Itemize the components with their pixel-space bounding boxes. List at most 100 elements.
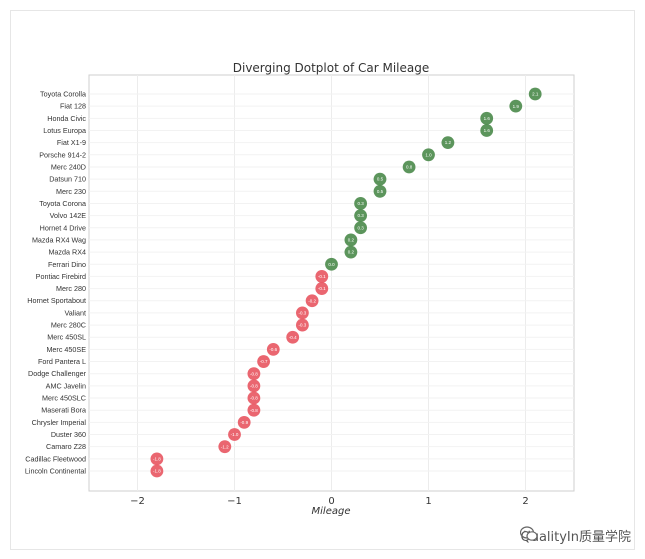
data-point [480, 111, 494, 125]
data-point [480, 124, 494, 137]
data-point [344, 233, 358, 247]
data-point [354, 209, 367, 223]
data-label: 0.8 [406, 165, 413, 170]
data-point [344, 245, 358, 259]
watermark: QualityIn质量学院 [520, 526, 631, 545]
data-point [150, 452, 164, 466]
data-point [237, 415, 251, 429]
y-tick-label: Pontiac Firebird [36, 272, 86, 281]
y-tick-label: Dodge Challenger [28, 369, 87, 378]
y-tick-label: Mazda RX4 [48, 248, 86, 257]
data-label: -0.6 [269, 347, 277, 352]
y-tick-label: Honda Civic [47, 114, 86, 123]
y-tick-label: Merc 280 [56, 284, 86, 293]
data-label: -0.8 [250, 383, 258, 388]
data-point [422, 148, 435, 162]
y-tick-label: Merc 450SE [46, 345, 86, 354]
wechat-icon [520, 526, 539, 541]
data-label: -0.1 [318, 274, 326, 279]
data-point [218, 440, 232, 454]
y-tick-label: Chrysler Imperial [32, 418, 87, 427]
data-label: -1.8 [153, 456, 161, 461]
data-label: 0.5 [377, 189, 384, 194]
data-label: -1.2 [221, 444, 229, 449]
data-label: 1.9 [513, 104, 520, 109]
y-tick-label: Lotus Europa [43, 126, 86, 135]
x-tick-label: 2 [522, 496, 528, 507]
x-tick-label: 1 [425, 496, 431, 507]
data-label: 2.1 [532, 92, 539, 97]
y-tick-label: Fiat X1-9 [57, 138, 86, 147]
data-label: -0.9 [240, 420, 248, 425]
data-point [373, 184, 387, 198]
grid [89, 75, 574, 491]
data-label: 0.0 [328, 262, 335, 267]
y-tick-label: Merc 450SL [47, 333, 86, 342]
y-tick-label: Maserati Bora [41, 406, 86, 415]
y-tick-label: Merc 280C [51, 321, 86, 330]
data-point [354, 197, 367, 210]
data-label: 0.2 [348, 250, 355, 255]
watermark-text: QualityIn质量学院 [520, 530, 631, 545]
data-point [266, 342, 280, 356]
y-tick-label: Merc 240D [51, 162, 86, 171]
data-point [315, 270, 329, 283]
data-point [247, 379, 261, 393]
data-point [296, 306, 309, 320]
y-tick-label: Merc 450SLC [42, 394, 86, 403]
y-tick-label: Toyota Corolla [40, 90, 86, 99]
data-point [228, 428, 241, 441]
data-label: 0.2 [348, 238, 355, 243]
y-tick-label: Mazda RX4 Wag [32, 235, 86, 244]
y-tick-label: Fiat 128 [60, 102, 86, 111]
x-axis-label: Mileage [312, 506, 351, 517]
data-point [528, 87, 542, 101]
data-point [257, 355, 270, 368]
data-label: -0.7 [260, 359, 268, 364]
data-label: -0.4 [289, 335, 297, 340]
x-tick-labels: −2 −1 0 1 2 [130, 496, 529, 507]
y-tick-label: Valiant [65, 308, 86, 317]
data-label: 1.6 [484, 128, 491, 133]
data-point [373, 172, 387, 186]
x-tick-label: 0 [328, 496, 334, 507]
y-tick-label: Hornet 4 Drive [40, 223, 86, 232]
data-point [354, 221, 367, 235]
data-label: 0.3 [357, 213, 364, 218]
data-label: -0.8 [250, 396, 258, 401]
data-point [247, 403, 261, 417]
y-tick-label: Hornet Sportabout [27, 296, 86, 305]
data-label: -0.3 [299, 311, 307, 316]
data-point [305, 294, 319, 308]
data-label: -0.2 [308, 298, 316, 303]
y-tick-label: AMC Javelin [46, 381, 86, 390]
y-tick-label: Merc 230 [56, 187, 86, 196]
y-tick-label: Toyota Corona [39, 199, 86, 208]
y-tick-labels: Toyota Corolla Fiat 128 Honda Civic Lotus E… [25, 90, 87, 476]
data-label: 0.3 [357, 225, 364, 230]
data-label: -1.0 [231, 432, 239, 437]
data-label: -0.8 [250, 408, 258, 413]
data-label: 1.0 [425, 152, 432, 157]
y-tick-label: Porsche 914-2 [39, 150, 86, 159]
y-tick-label: Ferrari Dino [48, 260, 86, 269]
chart-title: Diverging Dotplot of Car Mileage [233, 61, 430, 75]
data-point [325, 257, 338, 271]
data-label: 1.2 [445, 140, 452, 145]
data-point [150, 464, 164, 478]
data-point [247, 367, 261, 381]
y-tick-label: Ford Pantera L [38, 357, 86, 366]
dots: 2.1 1.9 1.6 1.6 1.2 1.0 0.8 0.5 0.5 0.3 0.3 0.3 0.2 0… [150, 87, 542, 478]
y-tick-label: Camaro Z28 [46, 442, 86, 451]
data-label: -1.8 [153, 469, 161, 474]
y-tick-label: Volvo 142E [50, 211, 87, 220]
data-point [441, 136, 455, 150]
data-label: 0.5 [377, 177, 384, 182]
x-tick-label: −2 [130, 496, 145, 507]
data-point [247, 391, 261, 405]
data-label: -0.8 [250, 371, 258, 376]
data-label: 1.6 [484, 116, 491, 121]
y-tick-label: Datsun 710 [49, 175, 86, 184]
y-tick-label: Cadillac Fleetwood [25, 454, 86, 463]
data-point [509, 99, 523, 113]
